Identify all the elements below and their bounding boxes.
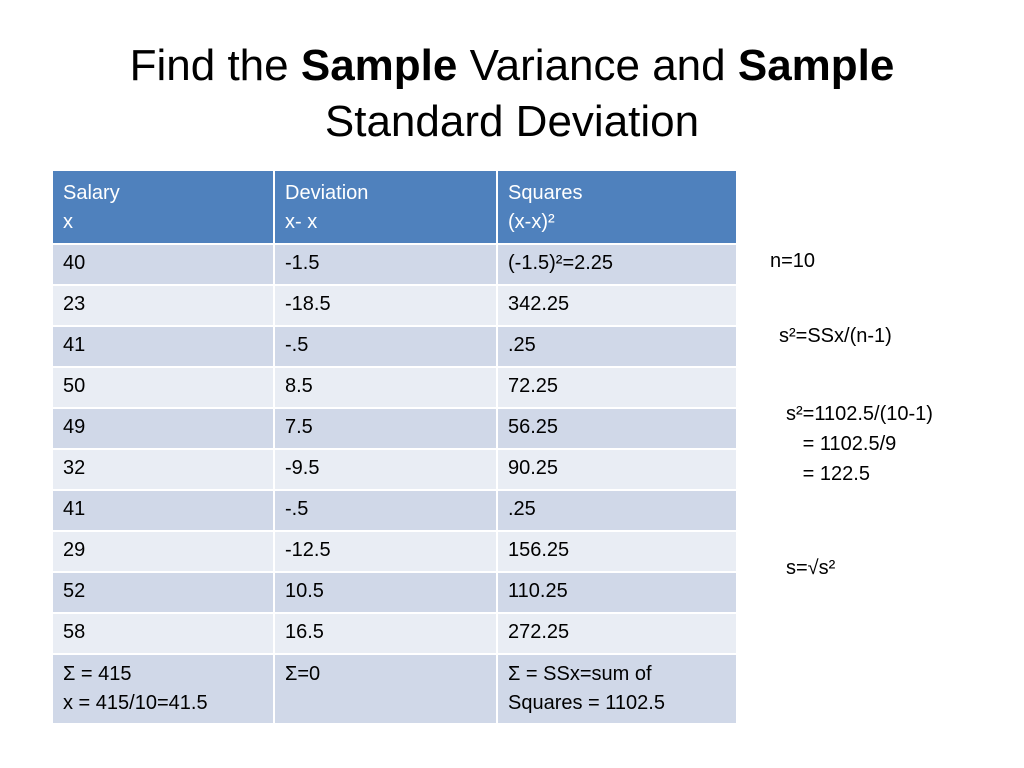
salary-mean: x = 415/10=41.5 [63, 692, 208, 714]
salary-sum: Σ = 415 [63, 663, 132, 685]
header-squares-line1: Squares [508, 182, 583, 204]
cell-salary: 32 [51, 448, 275, 491]
cell-salary: 23 [51, 284, 275, 327]
table-row: 50 8.5 72.25 [51, 366, 738, 409]
sample-size-note: n=10 [770, 250, 816, 272]
table-row: 58 16.5 272.25 [51, 612, 738, 655]
salary-table: Salary x Deviation x- x Squares (x-x)² 4… [51, 169, 738, 725]
cell-salary-total: Σ = 415 x = 415/10=41.5 [51, 653, 275, 725]
cell-deviation: 10.5 [273, 571, 498, 614]
cell-salary: 50 [51, 366, 275, 409]
cell-square: .25 [496, 489, 738, 532]
cell-deviation: -18.5 [273, 284, 498, 327]
cell-deviation: 8.5 [273, 366, 498, 409]
header-deviation-line2: x- x [285, 211, 318, 233]
title-part-1: Find the [129, 41, 301, 90]
cell-salary: 40 [51, 243, 275, 286]
cell-square-total: Σ = SSx=sum of Squares = 1102.5 [496, 653, 738, 725]
table-row: 49 7.5 56.25 [51, 407, 738, 450]
table-total-row: Σ = 415 x = 415/10=41.5 Σ=0 Σ = SSx=sum … [51, 653, 738, 725]
cell-deviation: -.5 [273, 489, 498, 532]
cell-square: (-1.5)²=2.25 [496, 243, 738, 286]
header-deviation-line1: Deviation [285, 182, 369, 204]
table-row: 40 -1.5 (-1.5)²=2.25 [51, 243, 738, 286]
header-squares: Squares (x-x)² [496, 169, 738, 245]
cell-square: 156.25 [496, 530, 738, 573]
cell-salary: 58 [51, 612, 275, 655]
squares-sum-line2: Squares = 1102.5 [508, 692, 665, 714]
table-header-row: Salary x Deviation x- x Squares (x-x)² [51, 169, 738, 245]
slide-title: Find the Sample Variance and Sample Stan… [0, 38, 1024, 150]
cell-salary: 52 [51, 571, 275, 614]
title-bold-1: Sample [300, 41, 458, 90]
cell-square: .25 [496, 325, 738, 368]
cell-deviation: -9.5 [273, 448, 498, 491]
title-part-3: Standard Deviation [324, 97, 700, 146]
cell-salary: 41 [51, 325, 275, 368]
variance-calc-line1: s²=1102.5/(10-1) [786, 403, 933, 425]
cell-deviation-total: Σ=0 [273, 653, 498, 725]
variance-calc-line2: = 1102.5/9 [786, 433, 897, 455]
table-row: 23 -18.5 342.25 [51, 284, 738, 327]
title-bold-2: Sample [737, 41, 895, 90]
variance-calc-line3: = 122.5 [786, 463, 870, 485]
std-dev-formula-note: s=√s² [786, 557, 836, 579]
header-salary-line1: Salary [63, 182, 120, 204]
header-salary-line2: x [63, 211, 73, 233]
cell-salary: 29 [51, 530, 275, 573]
cell-deviation: 7.5 [273, 407, 498, 450]
cell-square: 90.25 [496, 448, 738, 491]
cell-deviation: -12.5 [273, 530, 498, 573]
header-deviation: Deviation x- x [273, 169, 498, 245]
squares-sum-line1: Σ = SSx=sum of [508, 663, 652, 685]
table-row: 32 -9.5 90.25 [51, 448, 738, 491]
cell-deviation: 16.5 [273, 612, 498, 655]
table-row: 41 -.5 .25 [51, 325, 738, 368]
cell-square: 110.25 [496, 571, 738, 614]
header-squares-line2: (x-x)² [508, 211, 555, 233]
cell-square: 72.25 [496, 366, 738, 409]
variance-formula-note: s²=SSx/(n-1) [779, 325, 892, 347]
title-part-2: Variance and [457, 41, 738, 90]
deviation-sum: Σ=0 [285, 663, 321, 685]
cell-square: 342.25 [496, 284, 738, 327]
header-salary: Salary x [51, 169, 275, 245]
cell-square: 56.25 [496, 407, 738, 450]
cell-salary: 49 [51, 407, 275, 450]
table-row: 41 -.5 .25 [51, 489, 738, 532]
cell-salary: 41 [51, 489, 275, 532]
cell-square: 272.25 [496, 612, 738, 655]
cell-deviation: -1.5 [273, 243, 498, 286]
table-row: 52 10.5 110.25 [51, 571, 738, 614]
cell-deviation: -.5 [273, 325, 498, 368]
table-row: 29 -12.5 156.25 [51, 530, 738, 573]
